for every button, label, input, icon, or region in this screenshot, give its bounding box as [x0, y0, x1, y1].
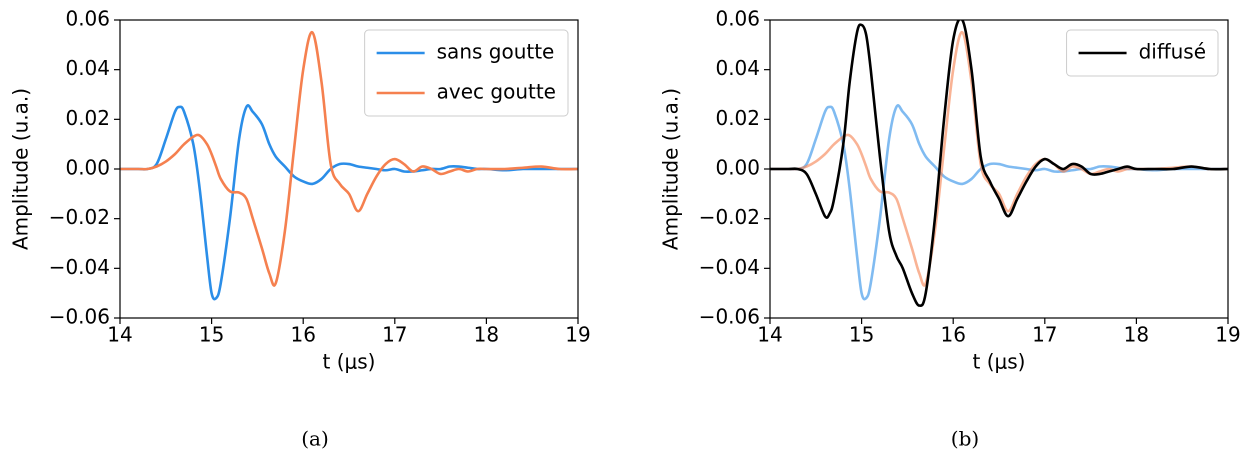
caption: (a) [301, 427, 329, 451]
y-tick-label: 0.06 [65, 7, 110, 31]
x-tick-label: 15 [199, 323, 224, 347]
legend-label: avec goutte [437, 80, 556, 104]
series-line [120, 104, 578, 301]
x-tick-label: 14 [107, 323, 132, 347]
x-axis-label: t (μs) [973, 350, 1026, 374]
y-tick-label: 0.04 [65, 56, 110, 80]
x-tick-label: 17 [382, 323, 407, 347]
x-tick-label: 19 [1215, 323, 1240, 347]
series-line [120, 31, 578, 287]
legend: diffusé [1066, 29, 1219, 77]
y-axis-label: Amplitude (u.a.) [659, 88, 683, 250]
legend-label: sans goutte [437, 40, 555, 64]
x-tick-label: 14 [757, 323, 782, 347]
y-axis-label: Amplitude (u.a.) [9, 88, 33, 250]
y-tick-label: 0.00 [715, 156, 760, 180]
series-line [770, 104, 1228, 301]
x-tick-label: 15 [849, 323, 874, 347]
legend: sans goutte avec goutte [364, 29, 569, 117]
x-tick-label: 18 [474, 323, 499, 347]
x-tick-label: 18 [1124, 323, 1149, 347]
y-tick-label: −0.06 [49, 305, 110, 329]
x-tick-label: 19 [565, 323, 590, 347]
y-tick-label: −0.06 [699, 305, 760, 329]
legend-label: diffusé [1139, 40, 1206, 64]
caption: (b) [951, 427, 979, 451]
x-tick-label: 16 [290, 323, 315, 347]
y-tick-label: 0.06 [715, 7, 760, 31]
x-axis-label: t (μs) [323, 350, 376, 374]
y-tick-label: 0.04 [715, 56, 760, 80]
y-tick-label: 0.00 [65, 156, 110, 180]
y-tick-label: 0.02 [65, 106, 110, 130]
y-tick-label: 0.02 [715, 106, 760, 130]
series-line [770, 20, 1228, 307]
x-tick-label: 17 [1032, 323, 1057, 347]
x-tick-label: 16 [940, 323, 965, 347]
y-tick-label: −0.04 [699, 255, 760, 279]
y-tick-label: −0.02 [699, 205, 760, 229]
legend-box [1066, 29, 1219, 77]
y-tick-label: −0.04 [49, 255, 110, 279]
y-tick-label: −0.02 [49, 205, 110, 229]
legend-box [364, 29, 569, 117]
